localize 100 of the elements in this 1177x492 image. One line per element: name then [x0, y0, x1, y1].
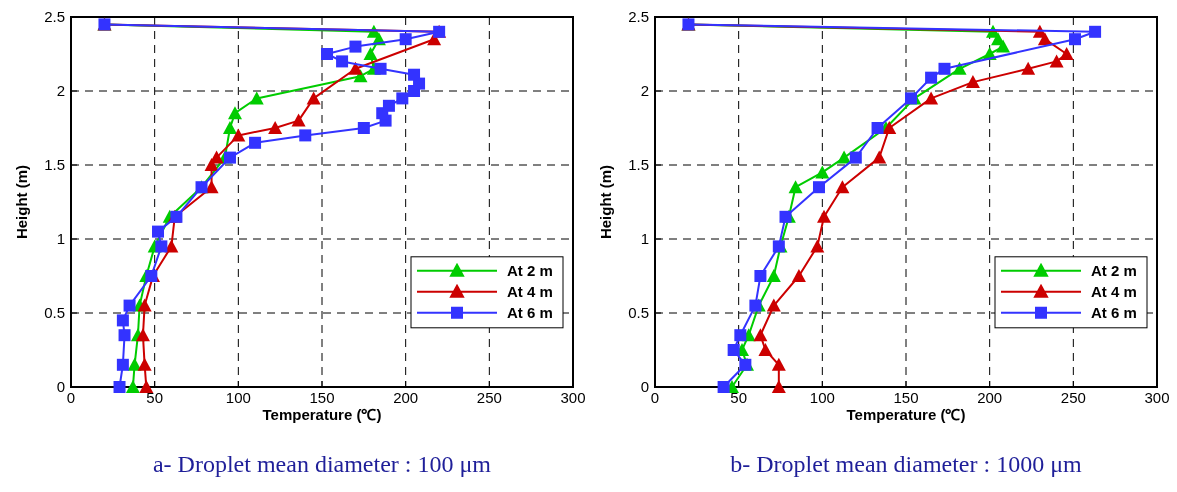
- point: [408, 68, 421, 81]
- point: [306, 91, 321, 105]
- point: [938, 62, 951, 75]
- x-tick-label: 300: [1144, 389, 1170, 406]
- point: [771, 357, 786, 371]
- point: [871, 122, 884, 134]
- point: [952, 61, 967, 75]
- point: [734, 329, 747, 342]
- x-tick-label: 150: [893, 389, 919, 406]
- point: [348, 61, 363, 75]
- y-tick-label: 2.5: [44, 8, 65, 25]
- point: [1021, 61, 1036, 75]
- point: [249, 136, 262, 149]
- y-tick-label: 0: [640, 378, 649, 395]
- x-tick-label: 100: [225, 389, 251, 406]
- point: [349, 40, 362, 53]
- y-tick-label: 1.5: [628, 156, 649, 173]
- point: [815, 165, 830, 179]
- point: [817, 209, 832, 223]
- point: [116, 358, 129, 371]
- point: [396, 92, 409, 105]
- y-tick-label: 2: [640, 82, 649, 99]
- point: [113, 381, 126, 393]
- point: [291, 113, 306, 127]
- point: [727, 344, 740, 356]
- point: [717, 381, 730, 393]
- point: [1049, 54, 1064, 68]
- point: [268, 121, 283, 134]
- point: [139, 380, 154, 393]
- x-axis-title: Temperature (℃): [846, 406, 966, 423]
- point: [336, 55, 349, 68]
- point: [965, 75, 980, 89]
- point: [753, 328, 768, 342]
- y-tick-label: 0.5: [44, 304, 65, 321]
- text: a- Droplet mean diameter : 100 μm: [152, 451, 492, 477]
- point: [125, 380, 140, 393]
- point: [382, 99, 395, 112]
- y-tick-label: 1: [56, 230, 65, 247]
- point: [116, 314, 129, 327]
- point: [872, 150, 887, 164]
- point: [882, 121, 897, 134]
- point: [118, 329, 131, 342]
- point: [925, 71, 938, 84]
- point: [905, 92, 918, 105]
- point: [155, 240, 168, 253]
- point: [837, 150, 852, 164]
- point: [771, 380, 786, 393]
- y-tick-label: 2.5: [628, 8, 649, 25]
- point: [249, 91, 264, 105]
- point: [810, 239, 825, 253]
- x-tick-label: 250: [476, 389, 502, 406]
- point: [227, 106, 242, 120]
- x-tick-label: 50: [730, 389, 748, 406]
- point: [152, 225, 165, 238]
- point: [321, 48, 334, 60]
- point: [766, 298, 781, 312]
- point: [766, 269, 781, 282]
- point: [779, 210, 792, 223]
- point: [137, 357, 152, 371]
- point: [123, 299, 136, 312]
- point: [791, 269, 806, 282]
- x-tick-label: 100: [809, 389, 835, 406]
- y-axis-title: Height (m): [13, 164, 30, 240]
- y-tick-label: 0: [56, 378, 65, 395]
- x-axis-title: Temperature (℃): [262, 406, 382, 423]
- x-tick-label: 200: [393, 389, 419, 406]
- point: [788, 180, 803, 194]
- point: [137, 298, 152, 312]
- x-tick-label: 200: [977, 389, 1003, 406]
- point: [399, 33, 412, 46]
- point: [812, 181, 825, 194]
- point: [924, 91, 939, 105]
- x-tick-label: 150: [309, 389, 335, 406]
- point: [1089, 25, 1102, 38]
- y-tick-label: 0.5: [628, 304, 649, 321]
- x-tick-label: 250: [1060, 389, 1086, 406]
- text: b- Droplet mean diameter : 1000 μm: [730, 451, 1083, 477]
- point: [357, 122, 370, 134]
- legend: At 2 m At 4 m At 6 m: [410, 256, 564, 329]
- y-tick-label: 2: [56, 82, 65, 99]
- point: [835, 180, 850, 194]
- point: [374, 62, 387, 75]
- y-tick-label: 1.5: [44, 156, 65, 173]
- point: [223, 151, 236, 164]
- point: [1069, 33, 1082, 46]
- y-tick-label: 1: [640, 230, 649, 247]
- point: [849, 151, 862, 164]
- y-axis-title: Height (m): [597, 164, 614, 240]
- point: [363, 47, 378, 60]
- point: [222, 121, 237, 134]
- point: [299, 129, 312, 142]
- x-tick-label: 300: [560, 389, 586, 406]
- point: [754, 270, 767, 282]
- x-tick-label: 50: [146, 389, 164, 406]
- point: [231, 128, 246, 142]
- point: [1059, 47, 1074, 60]
- legend: At 2 m At 4 m At 6 m: [994, 256, 1148, 329]
- point: [758, 343, 773, 356]
- point: [749, 299, 762, 312]
- point: [135, 328, 150, 342]
